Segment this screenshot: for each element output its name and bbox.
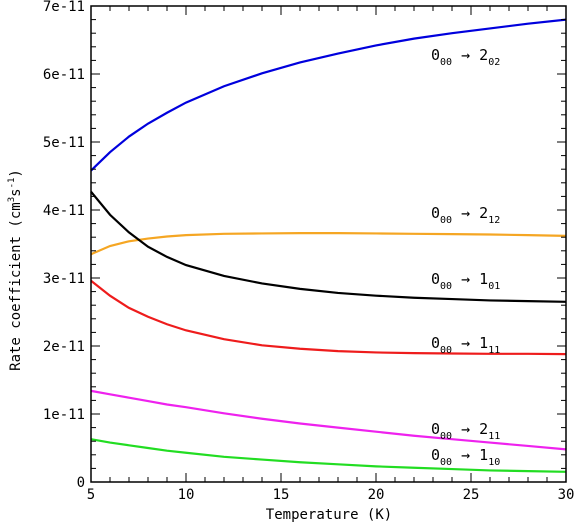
series-label-2: 000 → 212 bbox=[431, 204, 500, 226]
series-label-3: 000 → 101 bbox=[431, 270, 500, 292]
x-tick-label: 20 bbox=[368, 487, 385, 503]
series-label-6: 000 → 110 bbox=[431, 446, 500, 468]
x-tick-label: 15 bbox=[273, 487, 290, 503]
x-tick-label: 25 bbox=[463, 487, 480, 503]
y-axis-title: Rate coefficient (cm3s-1) bbox=[7, 169, 24, 371]
y-tick-label: 4e-11 bbox=[43, 203, 85, 219]
x-tick-label: 10 bbox=[178, 487, 195, 503]
plot-layer bbox=[90, 18, 567, 473]
y-tick-label: 7e-11 bbox=[43, 0, 85, 15]
series-line-5 bbox=[90, 389, 567, 451]
series-line-6 bbox=[90, 438, 567, 473]
series-line-3 bbox=[90, 190, 567, 303]
y-axis-title-end: ) bbox=[8, 169, 24, 177]
x-tick-label: 5 bbox=[87, 487, 95, 503]
y-tick-label: 2e-11 bbox=[43, 339, 85, 355]
labels-layer: 000 → 202 000 → 212 000 → 101 000 → 111 000 … bbox=[431, 46, 500, 468]
y-tick-label: 1e-11 bbox=[43, 407, 85, 423]
y-tick-label: 3e-11 bbox=[43, 271, 85, 287]
y-axis-title-sup2: -1 bbox=[7, 178, 17, 189]
series-label-1: 000 → 202 bbox=[431, 46, 500, 68]
series-line-4 bbox=[90, 279, 567, 356]
y-axis-title-mid: s bbox=[8, 188, 24, 196]
y-tick-label: 0 bbox=[77, 475, 85, 491]
series-line-1 bbox=[90, 18, 567, 172]
x-axis-title: Temperature (K) bbox=[266, 507, 392, 523]
y-axis-title-sup1: 3 bbox=[7, 197, 17, 202]
y-tick-label: 5e-11 bbox=[43, 135, 85, 151]
y-tick-label: 6e-11 bbox=[43, 67, 85, 83]
series-label-4: 000 → 111 bbox=[431, 334, 500, 356]
x-tick-label: 30 bbox=[558, 487, 575, 503]
series-line-2 bbox=[90, 232, 567, 256]
y-axis-title-base: Rate coefficient (cm bbox=[8, 202, 24, 371]
plot-frame bbox=[90, 5, 567, 483]
series-label-5: 000 → 211 bbox=[431, 420, 500, 442]
ticks-layer: 5 10 15 20 25 30 0 1e-11 2e-11 3e-11 4e-11 5e-11 6e-… bbox=[43, 0, 575, 503]
